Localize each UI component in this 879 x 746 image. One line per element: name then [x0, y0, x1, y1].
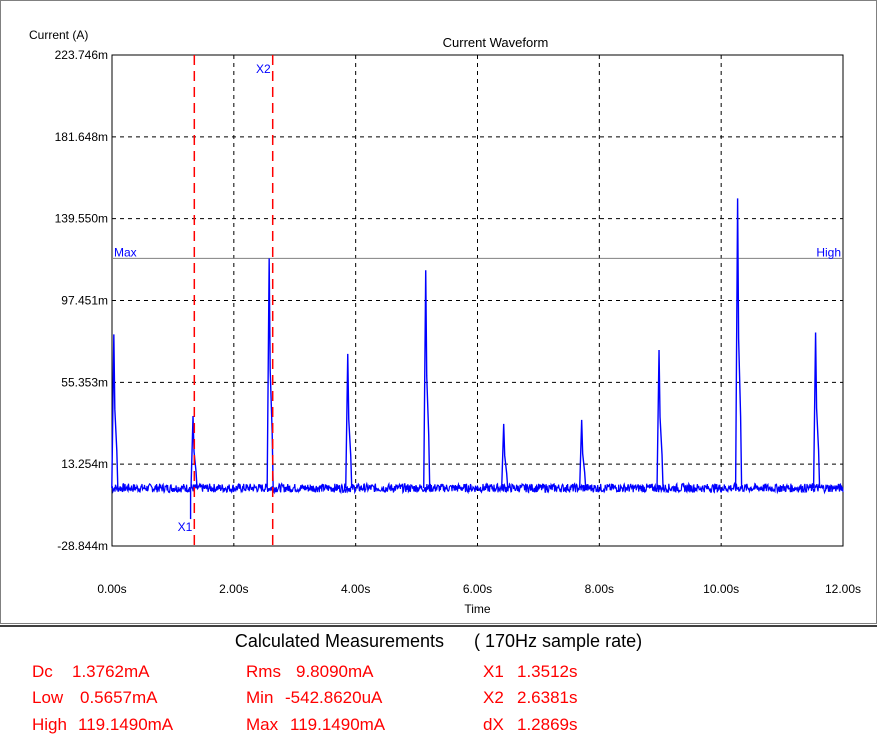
x-tick-label: 2.00s	[219, 582, 248, 596]
dc-label: Dc	[32, 662, 53, 681]
waveform-peak	[266, 258, 274, 488]
x-tick-label: 12.00s	[825, 582, 861, 596]
current-waveform-chart: Current Waveform Current (A) Time 223.746m 1…	[29, 28, 861, 616]
max-level-label: Max	[114, 245, 137, 259]
waveform-peaks	[111, 198, 821, 489]
sample-rate-label: ( 170Hz sample rate)	[474, 631, 643, 651]
waveform-baseline	[111, 481, 844, 495]
x1-label: X1	[483, 662, 504, 681]
x-tick-label: 0.00s	[97, 582, 126, 596]
dc-value: 1.3762mA	[72, 662, 150, 681]
waveform-peak	[812, 332, 821, 489]
dx-label: dX	[483, 715, 504, 734]
waveform-peak	[656, 349, 664, 489]
measurements-panel: Calculated Measurements ( 170Hz sample r…	[0, 625, 877, 746]
min-label: Min	[246, 688, 274, 707]
waveform-peak	[111, 334, 119, 489]
x2-value: 2.6381s	[517, 688, 578, 707]
rms-value: 9.8090mA	[296, 662, 374, 681]
x-axis-label: Time	[464, 602, 491, 616]
y-tick-label: 97.451m	[61, 294, 108, 308]
x-tick-label: 4.00s	[341, 582, 370, 596]
waveform-peak	[190, 416, 198, 489]
y-tick-label: 55.353m	[61, 375, 108, 389]
low-value: 0.5657mA	[80, 688, 158, 707]
measurements-title: Calculated Measurements	[234, 631, 444, 651]
x-tick-label: 10.00s	[703, 582, 739, 596]
high-value: 119.1490mA	[78, 715, 174, 734]
chart-title: Current Waveform	[443, 35, 549, 50]
min-value: -542.8620uA	[285, 688, 383, 707]
waveform-peak	[500, 423, 509, 489]
x1-value: 1.3512s	[517, 662, 578, 681]
y-tick-label: -28.844m	[57, 539, 108, 553]
measurements-header: Calculated Measurements ( 170Hz sample r…	[0, 631, 877, 652]
y-axis-label: Current (A)	[29, 28, 88, 42]
y-tick-label: 223.746m	[55, 48, 108, 62]
dx-value: 1.2869s	[517, 715, 578, 734]
rms-label: Rms	[246, 662, 281, 681]
x-tick-label: 8.00s	[585, 582, 614, 596]
high-level-label: High	[816, 245, 841, 259]
x2-label: X2	[483, 688, 504, 707]
y-tick-label: 139.550m	[55, 212, 108, 226]
max-value: 119.1490mA	[290, 715, 386, 734]
max-label: Max	[246, 715, 279, 734]
waveform-peak	[734, 198, 743, 488]
waveform-peak	[423, 270, 431, 489]
x-tick-label: 6.00s	[463, 582, 492, 596]
waveform-peak	[345, 353, 353, 489]
low-label: Low	[32, 688, 64, 707]
y-tick-label: 181.648m	[55, 130, 108, 144]
y-tick-label: 13.254m	[61, 457, 108, 471]
high-label: High	[32, 715, 67, 734]
chart-panel: Current Waveform Current (A) Time 223.746m 1…	[0, 0, 877, 624]
waveform-peak	[578, 419, 587, 489]
cursor-x2-label: X2	[256, 62, 271, 76]
cursor-x1-label: X1	[178, 520, 193, 534]
